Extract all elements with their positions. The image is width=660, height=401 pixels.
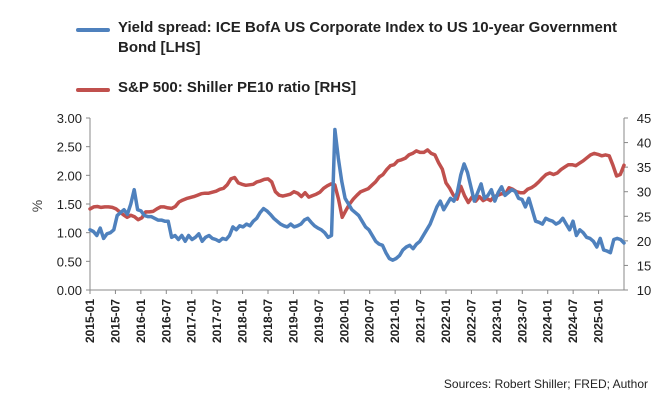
right-tick-label: 40 (637, 136, 651, 151)
x-tick-label: 2015-07 (108, 299, 122, 343)
x-tick-label: 2023-07 (515, 299, 529, 343)
x-tick-label: 2024-07 (566, 299, 580, 343)
right-tick-label: 10 (637, 283, 651, 298)
left-tick-label: 0.00 (57, 283, 82, 298)
x-tick-label: 2018-01 (236, 299, 250, 343)
left-tick-label: 1.00 (57, 226, 82, 241)
legend-label-shiller-pe: S&P 500: Shiller PE10 ratio [RHS] (118, 79, 357, 96)
x-tick-label: 2018-07 (261, 299, 275, 343)
left-tick-label: 2.00 (57, 168, 82, 183)
series-line-yield-spread (88, 127, 626, 262)
x-tick-label: 2021-01 (388, 299, 402, 343)
x-tick-label: 2019-01 (286, 299, 300, 343)
left-tick-label: 0.50 (57, 254, 82, 269)
x-tick-label: 2020-07 (363, 299, 377, 343)
x-tick-label: 2022-07 (464, 299, 478, 343)
legend-label-yield-spread: Yield spread: ICE BofA US Corporate Inde… (118, 19, 617, 56)
right-tick-label: 25 (637, 209, 651, 224)
x-tick-label: 2022-01 (439, 299, 453, 343)
right-tick-label: 20 (637, 234, 651, 249)
legend-swatch-yield-spread (76, 28, 110, 32)
x-tick-label: 2017-01 (185, 299, 199, 343)
legend-item-shiller-pe: S&P 500: Shiller PE10 ratio [RHS] (76, 78, 356, 98)
right-tick-label: 35 (637, 160, 651, 175)
x-tick-label: 2024-01 (541, 299, 555, 343)
source-note: Sources: Robert Shiller; FRED; Author (443, 377, 648, 391)
legend-item-yield-spread: Yield spread: ICE BofA US Corporate Inde… (76, 18, 618, 58)
x-tick-label: 2025-01 (592, 299, 606, 343)
right-tick-label: 30 (637, 185, 651, 200)
x-tick-label: 2016-01 (134, 299, 148, 343)
left-tick-label: 3.00 (57, 111, 82, 126)
left-tick-label: 2.50 (57, 140, 82, 155)
x-tick-label: 2021-07 (414, 299, 428, 343)
right-tick-label: 15 (637, 258, 651, 273)
right-tick-label: 45 (637, 111, 651, 126)
legend-swatch-shiller-pe (76, 88, 110, 92)
x-tick-label: 2016-07 (159, 299, 173, 343)
y-axis-label: % (29, 200, 45, 212)
x-tick-label: 2015-01 (83, 299, 97, 343)
x-tick-label: 2019-07 (312, 299, 326, 343)
x-tick-label: 2017-07 (210, 299, 224, 343)
series-line-shiller-pe (88, 148, 626, 222)
x-tick-label: 2023-01 (490, 299, 504, 343)
left-tick-label: 1.50 (57, 197, 82, 212)
x-tick-label: 2020-01 (337, 299, 351, 343)
